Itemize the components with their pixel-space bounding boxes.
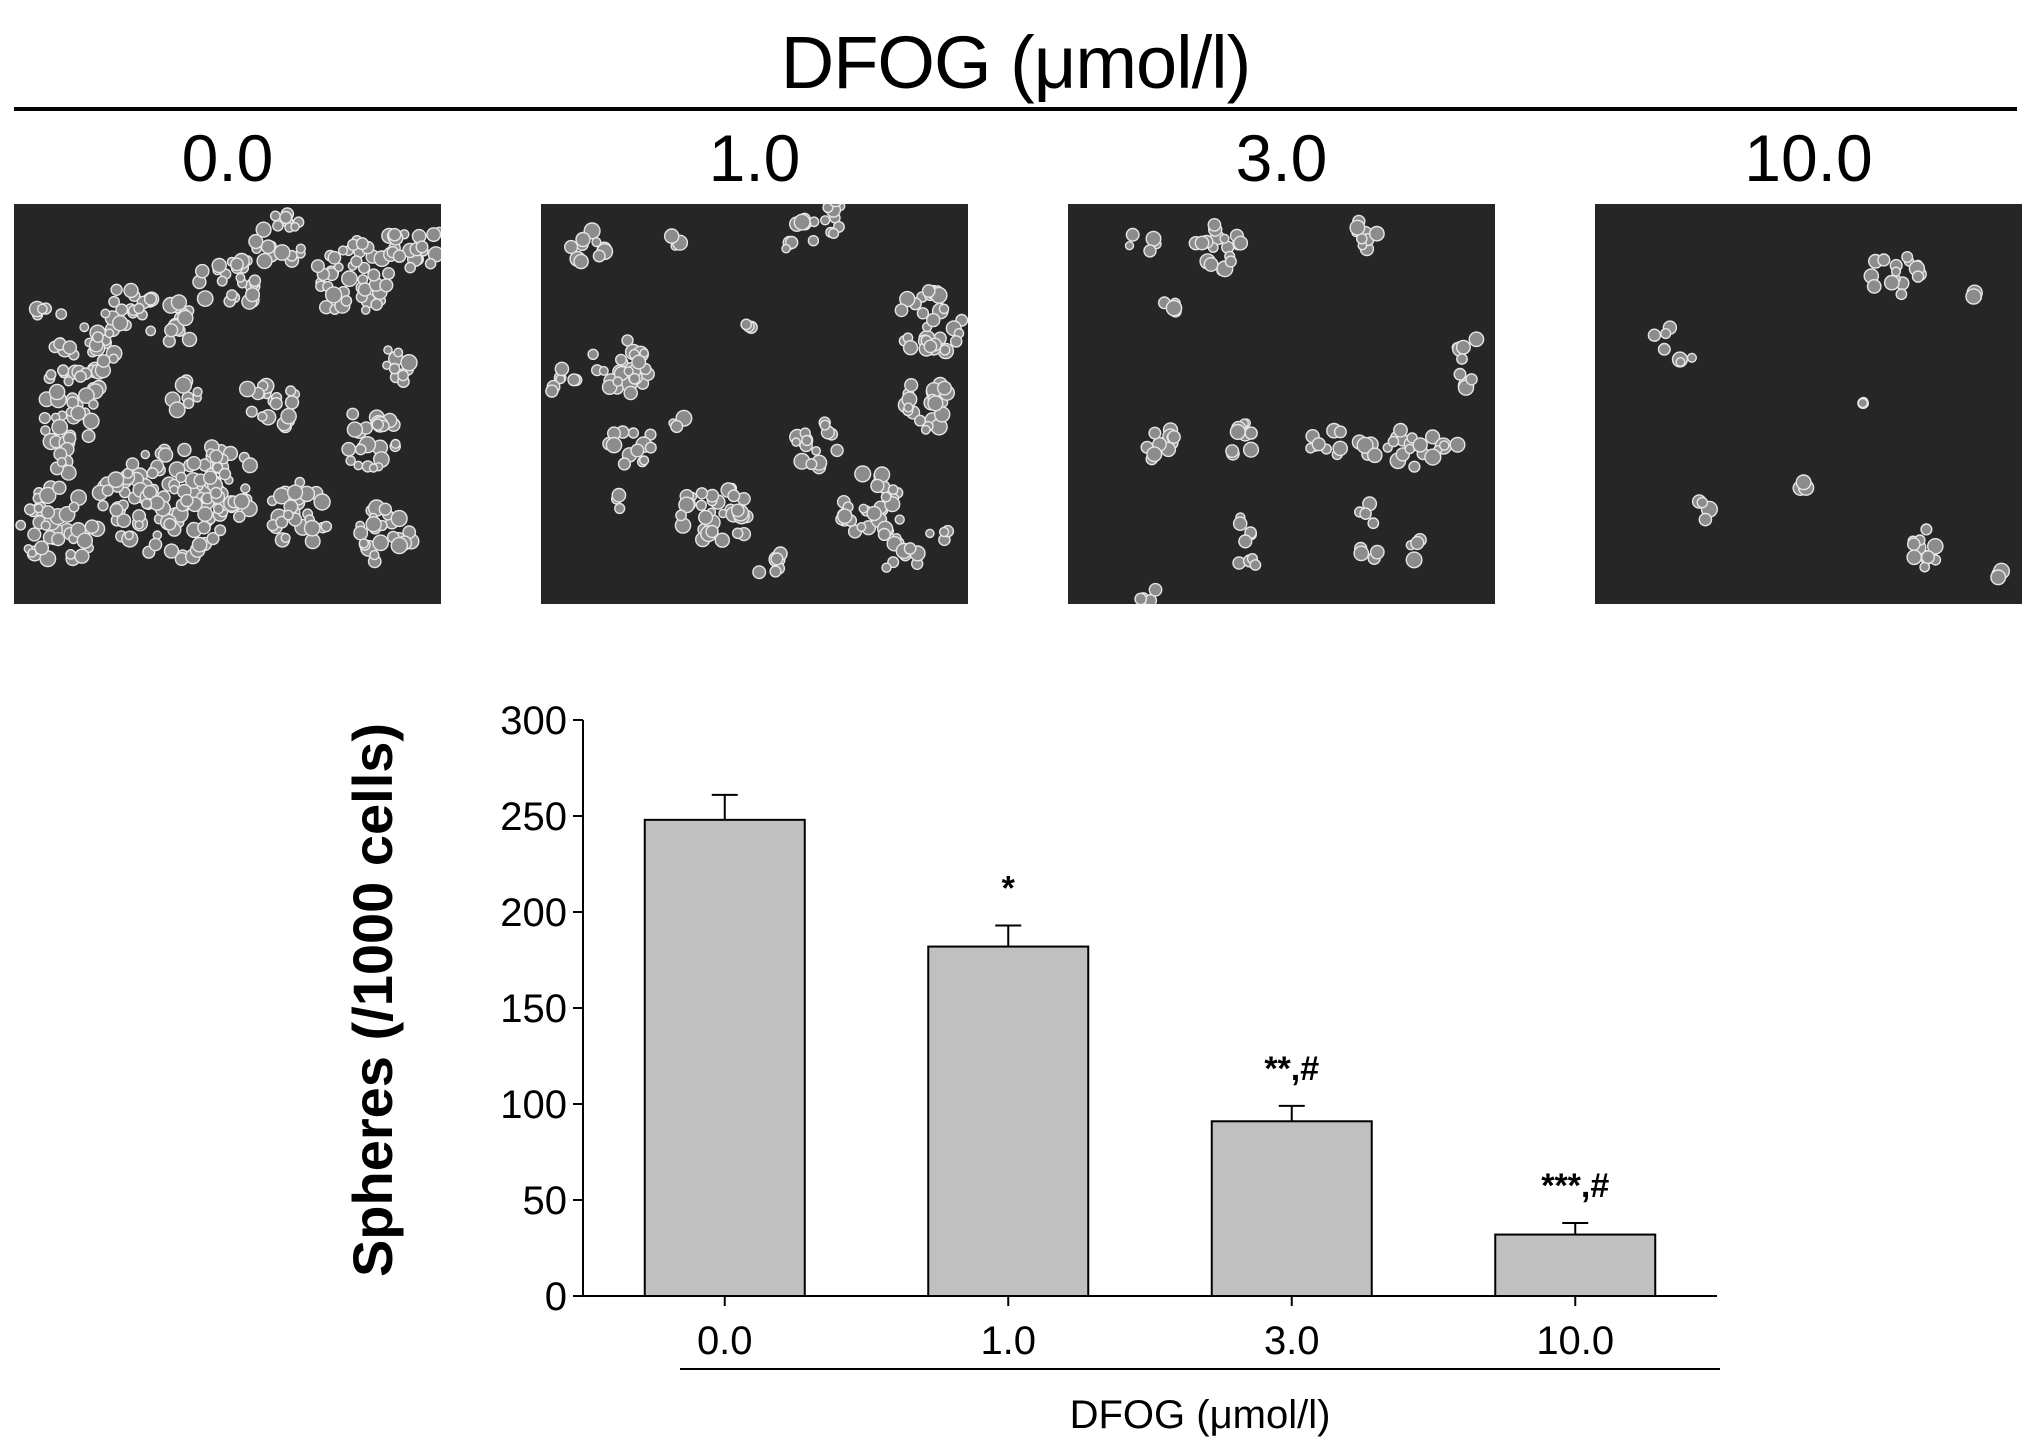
cell-cluster <box>382 345 418 389</box>
cell-cluster <box>881 533 926 573</box>
panel-label-0: 0.0 <box>181 121 274 195</box>
cell-cluster <box>266 476 333 550</box>
cell-cluster <box>91 471 125 518</box>
cell-cluster <box>674 482 754 548</box>
y-axis-title: Spheres (/1000 cells) <box>341 723 404 1277</box>
cell-cluster <box>564 222 614 270</box>
cell-cluster <box>1863 251 1927 301</box>
cell-cluster <box>353 499 420 569</box>
cell-cluster <box>545 361 583 398</box>
cell-cluster <box>663 228 689 251</box>
cell-cluster <box>1157 296 1183 318</box>
bar <box>643 818 806 1298</box>
cell-cluster <box>587 334 655 401</box>
cell-cluster <box>1792 474 1815 496</box>
x-tick-label: 0.0 <box>697 1319 753 1363</box>
cell-cluster <box>740 318 758 335</box>
cell-cluster <box>1188 217 1249 278</box>
micrograph-image <box>1647 251 2011 586</box>
y-tick-label: 100 <box>500 1083 567 1127</box>
cell-cluster <box>238 377 301 434</box>
panel-label-2: 3.0 <box>1235 121 1328 195</box>
cell-cluster <box>897 376 956 436</box>
y-tick-label: 50 <box>523 1179 568 1223</box>
cell-cluster <box>610 487 627 515</box>
cell-cluster <box>1691 494 1719 527</box>
cell-cluster <box>1671 351 1698 368</box>
y-tick-label: 250 <box>500 795 567 839</box>
cell-cluster <box>788 204 846 247</box>
cell-cluster <box>1351 434 1383 464</box>
micrograph-panel-3 <box>1595 204 2022 604</box>
micrograph-image <box>545 204 968 580</box>
cell-cluster <box>1647 320 1678 356</box>
cell-cluster <box>602 425 657 471</box>
y-tick-label: 200 <box>500 891 567 935</box>
panel-label-3: 10.0 <box>1744 121 1873 195</box>
micrograph-panel-1 <box>541 204 968 604</box>
cell-cluster <box>341 407 402 473</box>
cell-cluster <box>1354 496 1380 530</box>
cell-cluster <box>248 207 306 270</box>
cell-cluster <box>49 441 77 481</box>
micrograph-panel-2 <box>1068 204 1495 604</box>
cell-cluster <box>894 284 968 360</box>
cell-cluster <box>1405 532 1427 569</box>
cell-cluster <box>789 416 844 475</box>
significance-label: * <box>1002 869 1016 907</box>
panel-label-1: 1.0 <box>708 121 801 195</box>
cell-cluster <box>1124 227 1162 258</box>
cell-cluster <box>1225 418 1260 461</box>
cell-cluster <box>310 234 396 315</box>
micrograph-panel-0 <box>14 204 441 604</box>
significance-label: ***,# <box>1541 1167 1609 1205</box>
figure-title: DFOG (μmol/l) <box>780 21 1251 104</box>
micrograph-image <box>1124 214 1485 604</box>
x-tick-label: 3.0 <box>1264 1319 1320 1363</box>
cell-cluster <box>1906 523 1944 573</box>
cell-cluster <box>175 439 258 524</box>
cell-cluster <box>15 480 106 568</box>
cell-cluster <box>668 409 693 434</box>
cell-cluster <box>38 383 100 452</box>
bar <box>1494 1233 1657 1298</box>
cell-cluster <box>1134 582 1163 604</box>
cell-cluster <box>100 282 160 339</box>
title-rule <box>14 107 2017 111</box>
y-tick-label: 150 <box>500 987 567 1031</box>
cell-cluster <box>1965 284 1983 305</box>
cell-cluster <box>192 252 262 310</box>
cell-cluster <box>1451 331 1485 365</box>
cell-cluster <box>1140 422 1181 466</box>
cell-cluster <box>162 294 198 348</box>
cell-cluster <box>835 465 905 542</box>
cell-cluster <box>1349 214 1385 245</box>
cell-cluster <box>1424 429 1466 466</box>
cell-cluster <box>1453 367 1478 396</box>
cell-cluster <box>1305 422 1349 461</box>
cell-cluster <box>43 322 123 406</box>
bar <box>927 945 1090 1297</box>
cell-cluster <box>1990 562 2011 586</box>
cell-cluster <box>1353 541 1385 565</box>
cell-cluster <box>1382 422 1430 473</box>
y-tick-label: 300 <box>500 699 567 743</box>
cell-cluster <box>1857 396 1869 410</box>
cell-cluster <box>752 546 788 580</box>
x-tick-label: 10.0 <box>1536 1319 1614 1363</box>
x-axis-title: DFOG (μmol/l) <box>1070 1393 1331 1437</box>
cell-cluster <box>28 300 68 321</box>
significance-label: **,# <box>1264 1050 1319 1088</box>
cell-cluster <box>381 226 441 274</box>
micrograph-image <box>15 207 441 569</box>
y-tick-label: 0 <box>545 1275 567 1319</box>
bar <box>1210 1120 1373 1298</box>
cell-cluster <box>781 235 799 254</box>
cell-cluster <box>1232 534 1262 571</box>
cell-cluster <box>164 374 203 419</box>
cell-cluster <box>925 524 955 547</box>
x-tick-label: 1.0 <box>980 1319 1036 1363</box>
